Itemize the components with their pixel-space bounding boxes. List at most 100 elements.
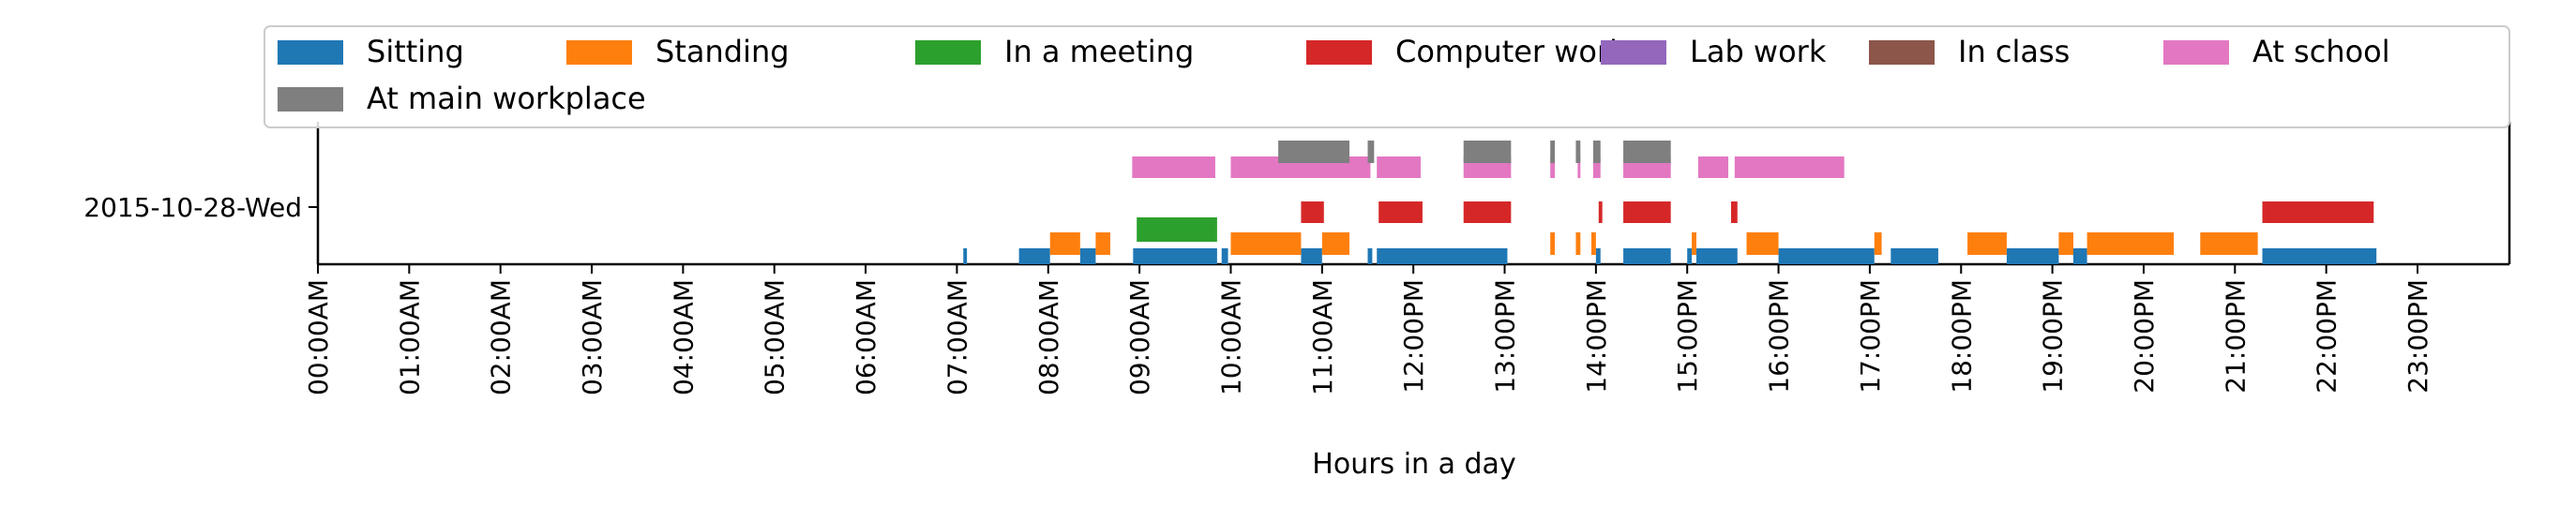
legend-swatch xyxy=(1306,40,1372,65)
standing-bar xyxy=(1591,232,1596,255)
at-school-bar xyxy=(1132,156,1215,178)
in-a-meeting-bar xyxy=(1137,217,1217,242)
at-main-workplace-bar xyxy=(1463,141,1512,163)
axes-frame xyxy=(316,122,2511,266)
x-tick-label: 22:00PM xyxy=(2312,279,2343,394)
legend-frame xyxy=(264,25,2510,128)
legend-label: Computer work xyxy=(1395,34,1627,69)
standing-bar xyxy=(2200,232,2258,255)
legend-label: In a meeting xyxy=(1004,34,1194,69)
legend-swatch xyxy=(2163,40,2229,65)
computer-work-bar xyxy=(1301,201,1324,223)
sitting-bar xyxy=(1891,248,1938,264)
at-school-bar xyxy=(1550,156,1556,178)
x-tick-label: 01:00AM xyxy=(394,279,425,395)
x-tick-label: 16:00PM xyxy=(1764,279,1795,394)
x-tick-label: 10:00AM xyxy=(1215,279,1246,395)
x-axis-label: Hours in a day xyxy=(1312,448,1515,481)
legend-swatch xyxy=(278,87,343,112)
at-school-bar xyxy=(1697,156,1729,178)
x-tick-label: 20:00PM xyxy=(2129,279,2160,394)
legend-swatch xyxy=(915,40,981,65)
sitting-bar xyxy=(1301,248,1322,264)
standing-bar xyxy=(1230,232,1302,255)
standing-bar xyxy=(1874,232,1882,255)
standing-bar xyxy=(2058,232,2073,255)
sitting-bar xyxy=(1595,248,1601,264)
sitting-bar xyxy=(1623,248,1671,264)
computer-work-bar xyxy=(2262,201,2374,223)
legend-label: Standing xyxy=(655,34,790,69)
legend-swatch xyxy=(278,40,343,65)
x-tick-label: 14:00PM xyxy=(1581,279,1612,394)
x-tick-label: 21:00PM xyxy=(2220,279,2251,394)
x-tick-label: 15:00PM xyxy=(1672,279,1703,394)
standing-bar xyxy=(1049,232,1080,255)
sitting-bar xyxy=(1695,248,1738,264)
x-tick-label: 05:00AM xyxy=(760,279,791,395)
x-axis: 00:00AM 01:00AM 02:00AM 03:00AM 04:00AM 05:00… xyxy=(303,264,2433,395)
x-tick-label: 12:00PM xyxy=(1398,279,1429,394)
sitting-bar xyxy=(1377,248,1508,264)
computer-work-bar xyxy=(1623,201,1671,223)
at-school-bar xyxy=(1377,156,1421,178)
standing-bar xyxy=(1967,232,2007,255)
at-school-bar xyxy=(1592,156,1601,178)
x-tick-label: 02:00AM xyxy=(486,279,517,395)
sitting-bar xyxy=(963,248,968,264)
x-tick-label: 00:00AM xyxy=(303,279,334,395)
standing-bar xyxy=(1321,232,1350,255)
standing-bar xyxy=(1095,232,1110,255)
computer-work-bar xyxy=(1730,201,1738,223)
sitting-bar xyxy=(2006,248,2059,264)
standing-bar xyxy=(2086,232,2175,255)
sitting-bar xyxy=(1018,248,1050,264)
legend-label: At school xyxy=(2252,34,2390,69)
legend-label: In class xyxy=(1958,34,2070,69)
standing-bar xyxy=(1746,232,1779,255)
standing-bar xyxy=(1692,232,1696,255)
x-tick-label: 04:00AM xyxy=(668,279,699,395)
x-tick-label: 08:00AM xyxy=(1033,279,1064,395)
legend-label: Lab work xyxy=(1690,34,1827,69)
at-main-workplace-bar xyxy=(1367,141,1375,163)
sitting-bar xyxy=(1367,248,1373,264)
x-tick-label: 09:00AM xyxy=(1124,279,1155,395)
sitting-bar xyxy=(1778,248,1875,264)
standing-bar xyxy=(1550,232,1556,255)
at-school-bar xyxy=(1734,156,1845,178)
x-tick-label: 17:00PM xyxy=(1855,279,1886,394)
legend-swatch xyxy=(1869,40,1935,65)
sitting-bar xyxy=(2262,248,2377,264)
legend: Sitting Standing In a meeting Computer work… xyxy=(264,25,2510,128)
at-main-workplace-bar xyxy=(1550,141,1556,163)
at-main-workplace-bar xyxy=(1592,141,1601,163)
sitting-bar xyxy=(1221,248,1228,264)
computer-work-bar xyxy=(1598,201,1603,223)
computer-work-bar xyxy=(1378,201,1423,223)
x-tick-label: 11:00AM xyxy=(1307,279,1338,395)
x-tick-label: 06:00AM xyxy=(851,279,881,395)
at-main-workplace-bar xyxy=(1623,141,1671,163)
legend-label: Sitting xyxy=(367,34,464,69)
x-tick-label: 13:00PM xyxy=(1490,279,1521,394)
y-axis: 2015-10-28-Wed xyxy=(83,192,318,223)
at-main-workplace-bar xyxy=(1575,141,1581,163)
legend-label: At main workplace xyxy=(367,81,646,116)
y-tick-label: 2015-10-28-Wed xyxy=(83,192,302,223)
activity-bars xyxy=(963,141,2377,264)
x-tick-label: 23:00PM xyxy=(2403,279,2433,394)
x-tick-label: 07:00AM xyxy=(942,279,972,395)
standing-bar xyxy=(1575,232,1581,255)
sitting-bar xyxy=(1687,248,1693,264)
sitting-bar xyxy=(1133,248,1217,264)
x-tick-label: 19:00PM xyxy=(2038,279,2069,394)
x-tick-label: 03:00AM xyxy=(577,279,608,395)
at-school-bar xyxy=(1577,156,1581,178)
at-main-workplace-bar xyxy=(1278,141,1350,163)
legend-swatch xyxy=(1601,40,1666,65)
sitting-bar xyxy=(1079,248,1096,264)
computer-work-bar xyxy=(1463,201,1512,223)
x-tick-label: 18:00PM xyxy=(1946,279,1977,394)
